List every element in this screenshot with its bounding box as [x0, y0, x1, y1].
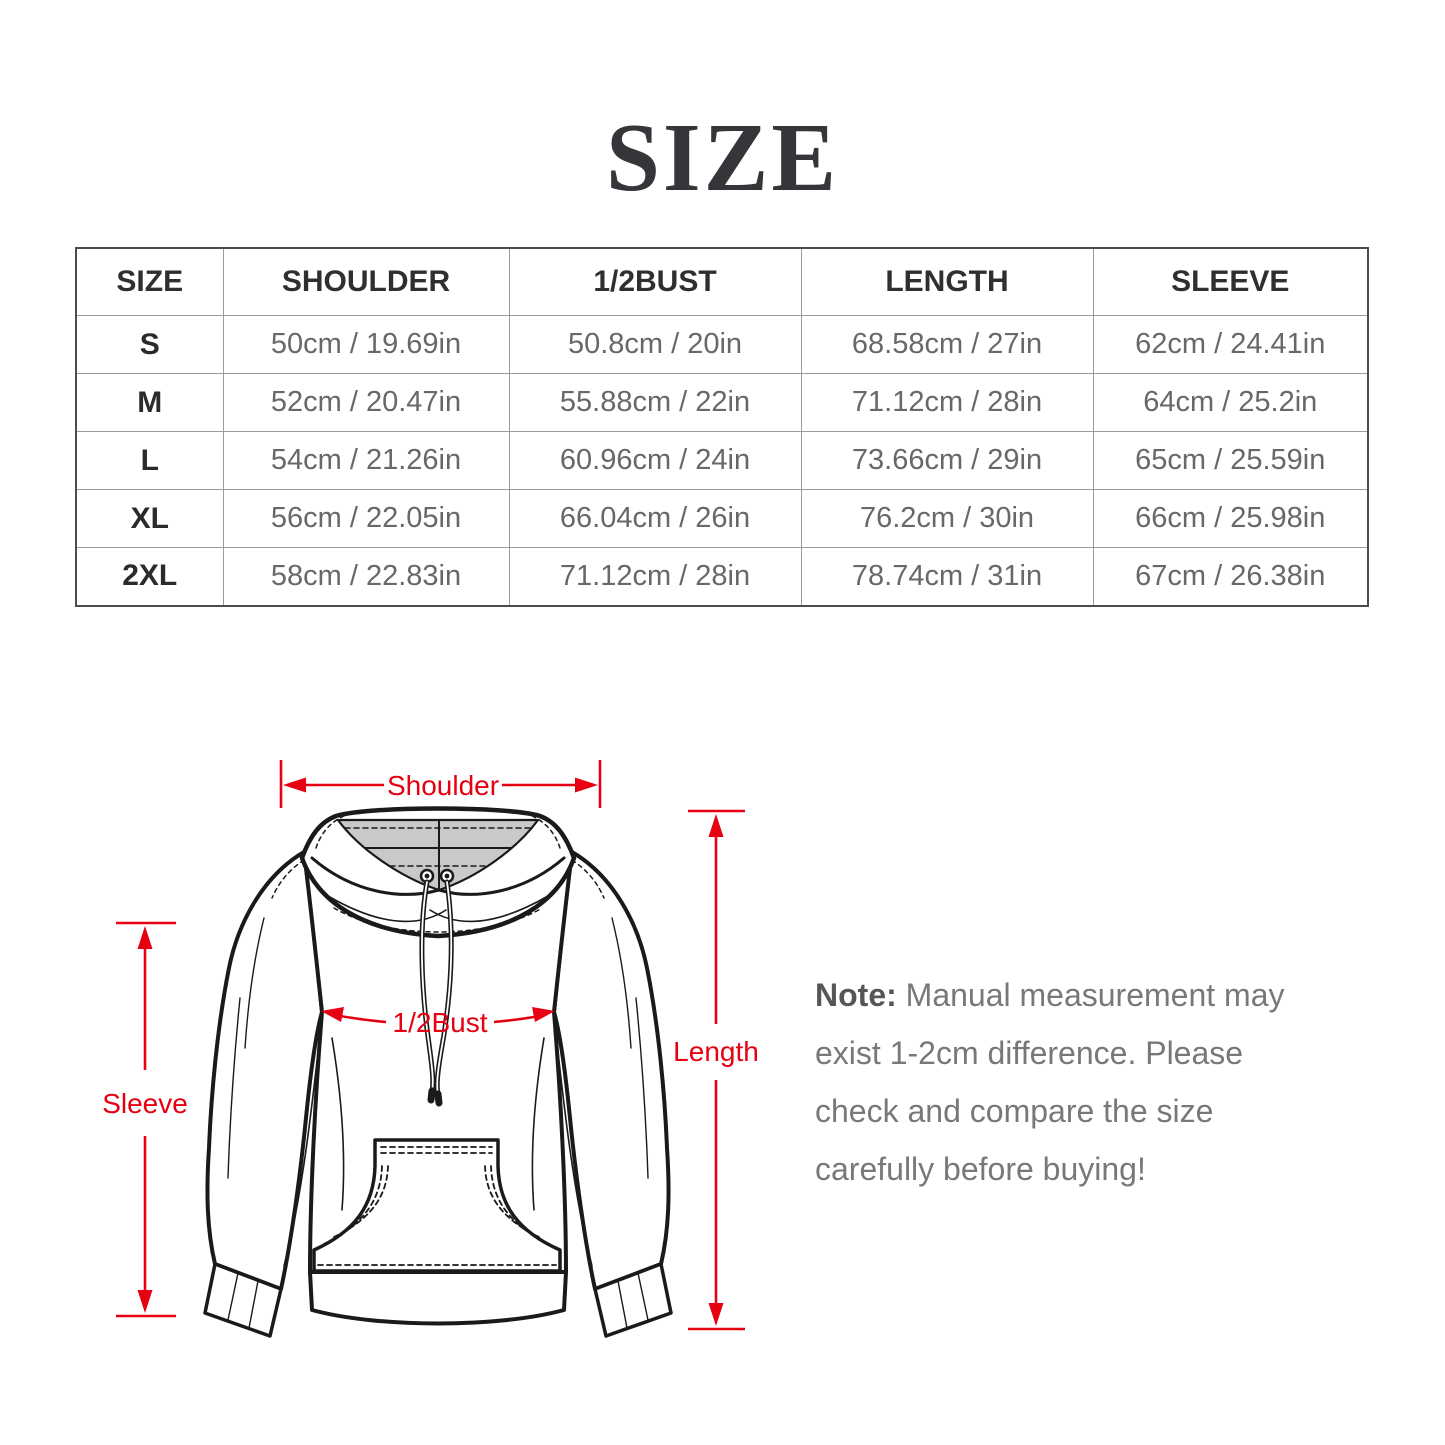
note-line: Note: Manual measurement may	[815, 966, 1395, 1024]
note-text: Note: Manual measurement may exist 1-2cm…	[815, 966, 1395, 1198]
arrowhead-right-icon	[532, 1007, 555, 1022]
shoulder-label: Shoulder	[387, 770, 499, 801]
size-cell: L	[75, 431, 224, 490]
length-cell: 73.66cm / 29in	[800, 431, 1094, 490]
shoulder-cell: 54cm / 21.26in	[222, 431, 510, 490]
size-cell: XL	[75, 489, 224, 548]
length-measure: Length	[673, 809, 759, 1331]
size-cell: S	[75, 315, 224, 374]
size-table: SIZE SHOULDER 1/2BUST LENGTH SLEEVE S 50…	[75, 247, 1369, 607]
bust-cell: 60.96cm / 24in	[508, 431, 802, 490]
note-line: check and compare the size	[815, 1093, 1214, 1129]
sleeve-cell: 62cm / 24.41in	[1092, 315, 1369, 374]
length-cell: 76.2cm / 30in	[800, 489, 1094, 548]
sleeve-label: Sleeve	[102, 1088, 188, 1119]
bust-cell: 50.8cm / 20in	[508, 315, 802, 374]
bust-label: 1/2Bust	[393, 1007, 488, 1038]
shoulder-cell: 58cm / 22.83in	[222, 547, 510, 606]
sleeve-measure: Sleeve	[102, 921, 188, 1318]
hoodie-pocket	[312, 1138, 562, 1273]
arrowhead-down-icon	[137, 1290, 153, 1313]
shoulder-cell: 56cm / 22.05in	[222, 489, 510, 548]
shoulder-measure: Shoulder	[279, 760, 602, 808]
col-header-size: SIZE	[75, 247, 224, 316]
sleeve-cell: 65cm / 25.59in	[1092, 431, 1369, 490]
table-row: L 54cm / 21.26in 60.96cm / 24in 73.66cm …	[75, 431, 1369, 490]
shoulder-cell: 52cm / 20.47in	[222, 373, 510, 432]
hoodie-right-sleeve	[552, 850, 671, 1291]
hoodie-right-cuff	[593, 1262, 673, 1338]
table-row: M 52cm / 20.47in 55.88cm / 22in 71.12cm …	[75, 373, 1369, 432]
sleeve-cell: 66cm / 25.98in	[1092, 489, 1369, 548]
size-cell: M	[75, 373, 224, 432]
hoodie-hem-band	[308, 1270, 568, 1326]
col-header-sleeve: SLEEVE	[1092, 247, 1369, 316]
hoodie-measurement-diagram: Shoulder Sleeve Length 1/2Bust	[102, 760, 759, 1338]
table-row: S 50cm / 19.69in 50.8cm / 20in 68.58cm /…	[75, 315, 1369, 374]
arrowhead-left-icon	[321, 1007, 344, 1022]
col-header-shoulder: SHOULDER	[222, 247, 510, 316]
table-row: XL 56cm / 22.05in 66.04cm / 26in 76.2cm …	[75, 489, 1369, 548]
col-header-bust: 1/2BUST	[508, 247, 802, 316]
page-title: SIZE	[605, 104, 840, 211]
hoodie-left-sleeve	[205, 850, 324, 1291]
length-cell: 78.74cm / 31in	[800, 547, 1094, 606]
arrowhead-left-icon	[283, 777, 306, 793]
length-label: Length	[673, 1036, 759, 1067]
arrowhead-up-icon	[137, 926, 153, 949]
sleeve-cell: 67cm / 26.38in	[1092, 547, 1369, 606]
size-cell: 2XL	[75, 547, 224, 606]
arrowhead-right-icon	[575, 777, 598, 793]
shoulder-cell: 50cm / 19.69in	[222, 315, 510, 374]
bust-cell: 66.04cm / 26in	[508, 489, 802, 548]
bust-cell: 71.12cm / 28in	[508, 547, 802, 606]
arrowhead-down-icon	[708, 1303, 724, 1326]
sleeve-cell: 64cm / 25.2in	[1092, 373, 1369, 432]
bust-measure: 1/2Bust	[321, 1007, 555, 1038]
arrowhead-up-icon	[708, 814, 724, 837]
table-row: 2XL 58cm / 22.83in 71.12cm / 28in 78.74c…	[75, 547, 1369, 606]
length-cell: 68.58cm / 27in	[800, 315, 1094, 374]
drawstrings	[419, 879, 454, 1107]
bust-cell: 55.88cm / 22in	[508, 373, 802, 432]
col-header-length: LENGTH	[800, 247, 1094, 316]
note-line: carefully before buying!	[815, 1151, 1146, 1187]
hoodie-drawing	[203, 806, 673, 1338]
note-label: Note:	[815, 977, 897, 1013]
note-line: exist 1-2cm difference. Please	[815, 1035, 1244, 1071]
note-line-text: Manual measurement may	[905, 977, 1285, 1013]
table-header-row: SIZE SHOULDER 1/2BUST LENGTH SLEEVE	[75, 247, 1369, 316]
hoodie-left-cuff	[203, 1262, 283, 1338]
length-cell: 71.12cm / 28in	[800, 373, 1094, 432]
